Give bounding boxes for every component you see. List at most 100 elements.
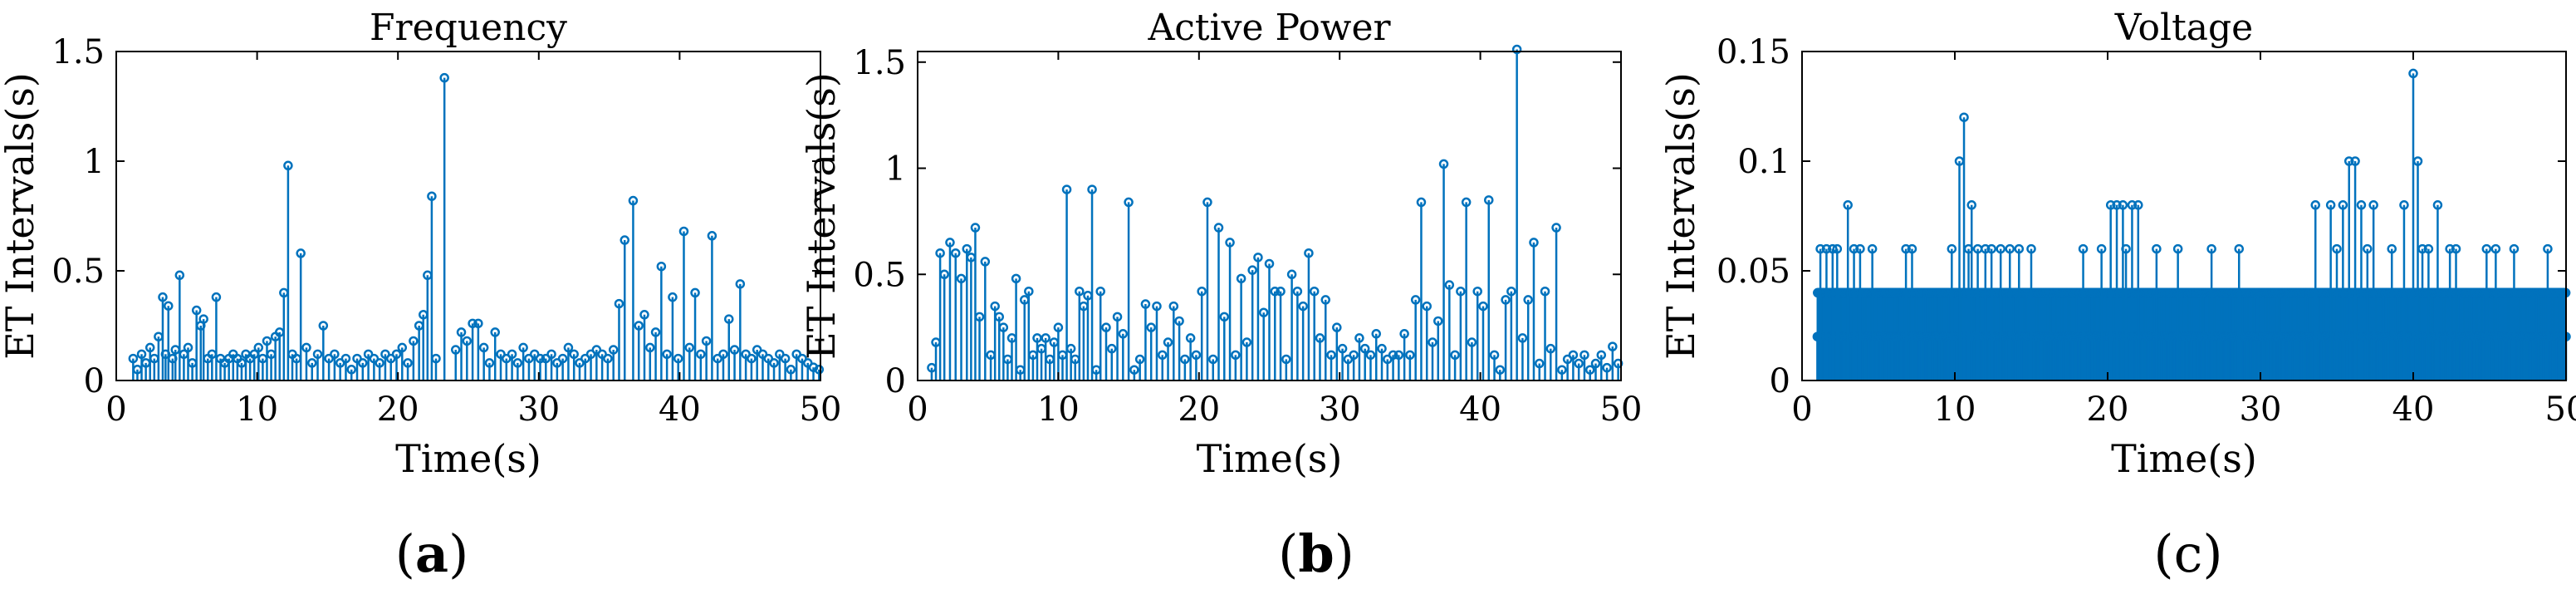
stem-marker	[569, 349, 579, 360]
stem-marker	[1359, 343, 1370, 354]
stem-marker	[950, 248, 961, 258]
stem-marker	[439, 72, 449, 83]
stem-marker	[1061, 184, 1072, 194]
stem-marker	[1168, 301, 1179, 312]
stem-marker	[741, 349, 751, 360]
stem-marker	[1236, 273, 1246, 284]
stem-marker	[1596, 350, 1607, 361]
stem-marker	[1231, 350, 1241, 361]
stem-marker	[614, 298, 624, 309]
stem-marker	[935, 248, 945, 258]
stem-marker	[775, 349, 785, 360]
stem-marker	[1405, 350, 1415, 361]
x-tick-label: 40	[1459, 390, 1501, 429]
y-axis-label: ET Intervals(s)	[799, 72, 844, 360]
chart-title: Voltage	[2114, 7, 2253, 49]
stem-marker	[1388, 350, 1398, 361]
stem-marker	[639, 310, 649, 320]
stem-series	[128, 72, 825, 380]
stem-marker	[752, 345, 762, 355]
stem-marker	[1377, 343, 1387, 354]
stem-marker	[757, 349, 768, 360]
x-tick-label: 0	[907, 390, 928, 429]
stem-marker	[541, 353, 551, 364]
stem-marker	[324, 353, 334, 364]
stem-marker	[690, 287, 700, 298]
stem-marker	[1095, 286, 1105, 297]
stem-marker	[696, 349, 706, 360]
stem-marker	[1478, 301, 1488, 312]
stem-marker	[1134, 354, 1145, 365]
stem-marker	[369, 353, 380, 364]
stem-marker	[678, 226, 689, 237]
stem-marker	[1124, 197, 1134, 208]
stem-marker	[1484, 195, 1494, 205]
stem-marker	[375, 358, 384, 368]
stem-marker	[306, 358, 317, 368]
y-axis-label: ET Intervals(s)	[0, 72, 42, 360]
stem-marker	[939, 269, 949, 280]
stem-marker	[628, 195, 639, 206]
stem-marker	[456, 327, 467, 337]
stem-marker	[1158, 350, 1168, 361]
stem-marker	[1545, 343, 1556, 354]
stem-marker	[1608, 341, 1618, 351]
stem-marker	[998, 322, 1009, 332]
stem-marker	[1298, 301, 1308, 312]
x-tick-label: 20	[377, 390, 419, 429]
stem-marker	[962, 243, 972, 254]
stem-marker	[684, 342, 695, 353]
y-tick-label: 0	[885, 362, 906, 400]
y-tick-label: 1.5	[51, 33, 105, 71]
stem-marker	[352, 353, 362, 364]
stem-series	[1812, 68, 2571, 380]
stem-marker	[1180, 354, 1190, 365]
stem-marker	[1053, 322, 1064, 332]
stem-marker	[484, 358, 495, 368]
stem-marker	[312, 349, 323, 360]
stem-marker	[1422, 301, 1432, 312]
stem-marker	[1337, 343, 1348, 354]
stem-marker	[945, 238, 955, 248]
stem-marker	[1529, 238, 1539, 248]
stem-marker	[1129, 365, 1139, 375]
stem-marker	[1258, 307, 1269, 317]
stem-marker	[136, 349, 147, 360]
stem-marker	[1309, 286, 1320, 297]
stem-marker	[409, 336, 419, 346]
stem-marker	[634, 321, 644, 331]
stem-marker	[1225, 238, 1235, 248]
stem-marker	[1495, 365, 1506, 375]
stem-marker	[1584, 365, 1595, 375]
stem-marker	[1241, 337, 1252, 347]
stem-marker	[1152, 301, 1162, 312]
stem-marker	[603, 353, 613, 364]
stem-marker	[468, 318, 477, 329]
stem-marker	[1253, 253, 1263, 263]
stem-marker	[729, 345, 740, 355]
stem-marker	[1551, 223, 1561, 233]
stem-marker	[1041, 333, 1050, 343]
stem-marker	[1349, 350, 1359, 361]
stem-marker	[1118, 329, 1129, 339]
stem-marker	[791, 349, 801, 360]
stem-marker	[735, 279, 746, 289]
y-tick-label: 0.5	[853, 256, 906, 294]
stem-marker	[563, 342, 574, 353]
stem-marker	[529, 349, 540, 360]
stem-marker	[724, 314, 734, 324]
stem-marker	[557, 353, 568, 364]
stem-marker	[1428, 337, 1437, 347]
stem-marker	[1112, 312, 1123, 322]
stem-marker	[797, 353, 807, 364]
stem-marker	[490, 327, 500, 337]
stem-marker	[747, 353, 757, 364]
chart-panel-1: Frequency 0 10 20 30 40 50 0 0.5 1 1.5 Time(s) ET In…	[0, 7, 841, 584]
stem-marker	[1286, 269, 1297, 280]
stem-marker	[1024, 286, 1034, 297]
stem-marker	[1219, 312, 1230, 322]
stem-marker	[1523, 295, 1533, 305]
stem-marker	[718, 349, 728, 360]
y-tick-label: 0	[84, 362, 105, 400]
